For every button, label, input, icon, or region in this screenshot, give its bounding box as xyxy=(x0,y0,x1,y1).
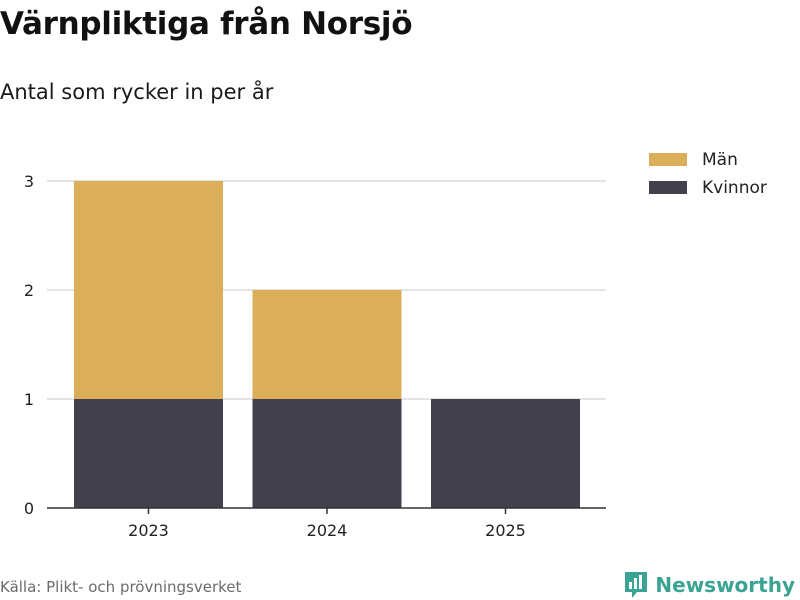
chart-subtitle: Antal som rycker in per år xyxy=(0,80,274,104)
newsworthy-icon xyxy=(625,572,648,598)
bar-man-2023 xyxy=(74,181,223,399)
bar-man-2024 xyxy=(252,290,402,399)
bar-kvinnor-2023 xyxy=(74,399,223,508)
bar-kvinnor-2025 xyxy=(431,399,580,508)
bar-kvinnor-2024 xyxy=(252,399,402,508)
x-tick-label: 2024 xyxy=(307,521,348,540)
brand-logo: Newsworthy xyxy=(623,570,795,600)
chart-title: Värnpliktiga från Norsjö xyxy=(0,6,413,42)
legend-swatch xyxy=(649,153,687,166)
y-tick-label: 1 xyxy=(24,390,34,409)
legend-label: Kvinnor xyxy=(702,178,767,198)
x-tick-label: 2023 xyxy=(128,521,169,540)
x-tick-label: 2025 xyxy=(485,521,526,540)
y-tick-label: 3 xyxy=(24,172,34,191)
legend-label: Män xyxy=(702,150,738,170)
source-note: Källa: Plikt- och prövningsverket xyxy=(0,578,242,596)
brand-name: Newsworthy xyxy=(655,573,795,597)
y-tick-label: 0 xyxy=(24,499,34,518)
y-tick-label: 2 xyxy=(24,281,34,300)
legend-swatch xyxy=(649,181,687,194)
